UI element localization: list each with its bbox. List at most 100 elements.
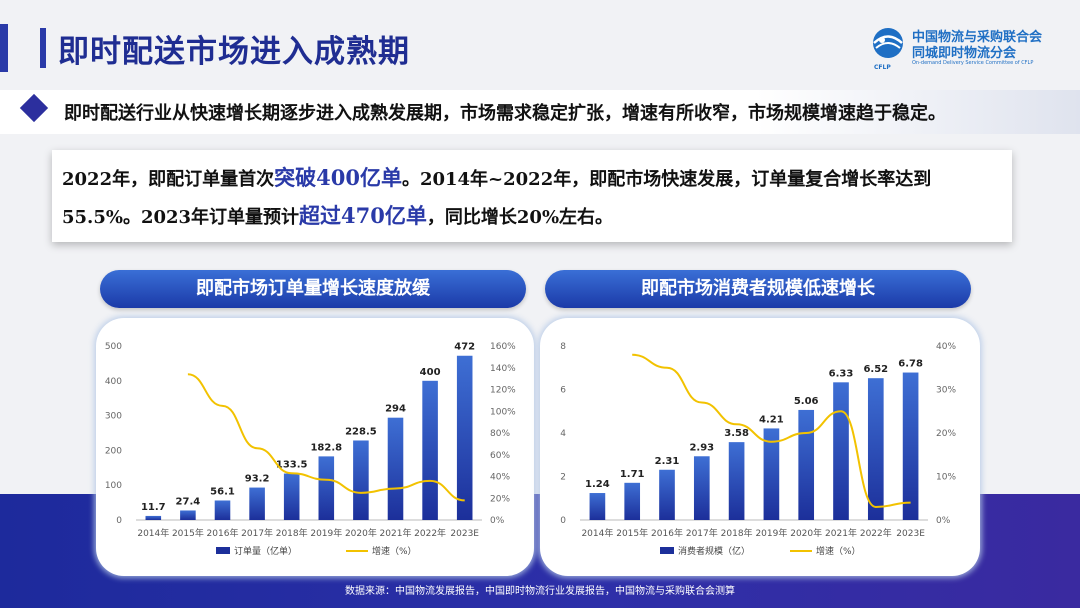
order-volume-chart: 0 100 200 300 400 500 0% 20% 40% 60% 80% 100% 120% 14… xyxy=(105,342,516,557)
y-tick-label: 0 xyxy=(116,516,122,526)
summary-card: 2022年，即配订单量首次突破400亿单。2014年~2022年，即配市场快速发… xyxy=(52,150,1012,242)
y2-tick-label: 40% xyxy=(936,342,956,352)
legend-bar-label: 订单量（亿单） xyxy=(234,545,297,557)
summary-highlight: 突破400亿单 xyxy=(274,165,402,190)
bar xyxy=(145,515,162,520)
x-tick-label: 2020年 xyxy=(790,527,822,539)
y2-tick-label: 120% xyxy=(490,386,516,396)
x-tick-label: 2021年 xyxy=(380,527,412,539)
x-tick-label: 2014年 xyxy=(137,527,169,539)
consumer-scale-chart: 0 2 4 6 8 0% 10% 20% 30% 40% 1.24 2014年 1.71 2015年 2.3… xyxy=(560,342,956,557)
bar-value-label: 228.5 xyxy=(345,426,377,437)
y-tick-label: 2 xyxy=(560,473,566,483)
y-tick-label: 400 xyxy=(105,377,122,387)
bar-value-label: 93.2 xyxy=(245,474,270,485)
data-source-note: 数据来源：中国物流发展报告，中国即时物流行业发展报告，中国物流与采购联合会测算 xyxy=(345,586,735,597)
bar-value-label: 1.71 xyxy=(620,469,645,480)
y-tick-label: 200 xyxy=(105,446,122,456)
logo-abbr: CFLP xyxy=(874,64,891,71)
bar xyxy=(283,473,300,520)
y2-tick-label: 30% xyxy=(936,386,956,396)
growth-rate-line xyxy=(632,353,911,508)
summary-text: ，同比增长20%左右。 xyxy=(426,207,614,228)
chart1-title: 即配市场订单量增长速度放缓 xyxy=(100,270,526,308)
bar-value-label: 6.78 xyxy=(898,359,923,370)
y-tick-label: 0 xyxy=(560,516,566,526)
x-tick-label: 2022年 xyxy=(860,527,892,539)
y2-tick-label: 140% xyxy=(490,364,516,374)
x-tick-label: 2020年 xyxy=(345,527,377,539)
bar xyxy=(387,417,404,520)
x-tick-label: 2014年 xyxy=(581,527,613,539)
cflp-logo: 中国物流与采购联合会 同城即时物流分会 On-demand Delivery S… xyxy=(868,26,1058,72)
x-tick-label: 2021年 xyxy=(825,527,857,539)
y2-tick-label: 80% xyxy=(490,429,510,439)
bar xyxy=(902,372,919,520)
y-tick-label: 100 xyxy=(105,481,122,491)
bar-value-label: 400 xyxy=(420,367,441,378)
bar xyxy=(867,378,884,520)
x-tick-label: 2023E xyxy=(896,529,925,539)
legend-bar-swatch xyxy=(216,547,230,554)
chart2-title: 即配市场消费者规模低速增长 xyxy=(545,270,971,308)
x-tick-label: 2018年 xyxy=(721,527,753,539)
growth-rate-line xyxy=(187,373,465,502)
bar-value-label: 294 xyxy=(385,404,406,415)
chart2-panel: 0 2 4 6 8 0% 10% 20% 30% 40% 1.24 2014年 1.71 2015年 2.3… xyxy=(540,318,980,576)
bar-value-label: 6.33 xyxy=(829,368,854,379)
x-tick-label: 2016年 xyxy=(207,527,239,539)
bar xyxy=(353,440,369,520)
bar xyxy=(589,493,606,520)
bar-value-label: 2.93 xyxy=(689,442,714,453)
y-tick-label: 4 xyxy=(560,429,566,439)
y2-tick-label: 60% xyxy=(490,451,510,461)
title-accent-bar xyxy=(40,28,46,68)
y-tick-label: 6 xyxy=(560,386,566,396)
bar xyxy=(693,456,710,520)
y2-tick-label: 20% xyxy=(490,494,510,504)
bar xyxy=(833,382,849,520)
y2-tick-label: 160% xyxy=(490,342,516,352)
bar-value-label: 56.1 xyxy=(210,486,235,497)
bar xyxy=(180,510,196,520)
x-tick-label: 2015年 xyxy=(616,527,648,539)
y-tick-label: 500 xyxy=(105,342,122,352)
summary-text: 55.5%。2023年订单量预计 xyxy=(62,207,300,228)
bar-value-label: 472 xyxy=(454,342,475,353)
bar-value-label: 133.5 xyxy=(276,460,308,471)
bar-value-label: 11.7 xyxy=(141,502,166,513)
bar xyxy=(624,482,641,520)
bar xyxy=(422,380,438,520)
x-tick-label: 2017年 xyxy=(686,527,718,539)
bar xyxy=(249,487,265,520)
intro-stripe xyxy=(0,90,1080,134)
bar xyxy=(798,409,815,520)
y2-tick-label: 10% xyxy=(936,473,956,483)
summary-text: 。2014年~2022年，即配市场快速发展，订单量复合增长率达到 xyxy=(401,169,932,190)
bar-value-label: 3.58 xyxy=(724,428,749,439)
bar-value-label: 6.52 xyxy=(863,364,888,375)
bar-value-label: 2.31 xyxy=(655,456,680,467)
summary-line-1: 2022年，即配订单量首次突破400亿单。2014年~2022年，即配市场快速发… xyxy=(62,162,931,192)
summary-text: 2022年，即配订单量首次 xyxy=(62,169,275,190)
x-tick-label: 2022年 xyxy=(414,527,446,539)
x-tick-label: 2019年 xyxy=(755,527,787,539)
logo-line2: 同城即时物流分会 xyxy=(912,46,1017,61)
legend-bar-swatch xyxy=(660,547,674,554)
bar xyxy=(318,456,335,520)
bar-value-label: 4.21 xyxy=(759,414,784,425)
x-tick-label: 2018年 xyxy=(276,527,308,539)
summary-line-2: 55.5%。2023年订单量预计超过470亿单，同比增长20%左右。 xyxy=(62,200,613,230)
logo-line3: On-demand Delivery Service Committee of … xyxy=(912,60,1034,66)
logo-mark-icon xyxy=(873,28,903,58)
y2-tick-label: 0% xyxy=(936,516,951,526)
y2-tick-label: 20% xyxy=(936,429,956,439)
x-tick-label: 2015年 xyxy=(172,527,204,539)
y2-tick-label: 100% xyxy=(490,407,516,417)
summary-highlight: 超过470亿单 xyxy=(299,203,427,228)
legend-bar-label: 消费者规模（亿） xyxy=(678,545,750,557)
chart1-panel: 0 100 200 300 400 500 0% 20% 40% 60% 80% 100% 120% 14… xyxy=(96,318,534,576)
y-tick-label: 300 xyxy=(105,412,122,422)
x-tick-label: 2023E xyxy=(450,529,479,539)
y-tick-label: 8 xyxy=(560,342,566,352)
